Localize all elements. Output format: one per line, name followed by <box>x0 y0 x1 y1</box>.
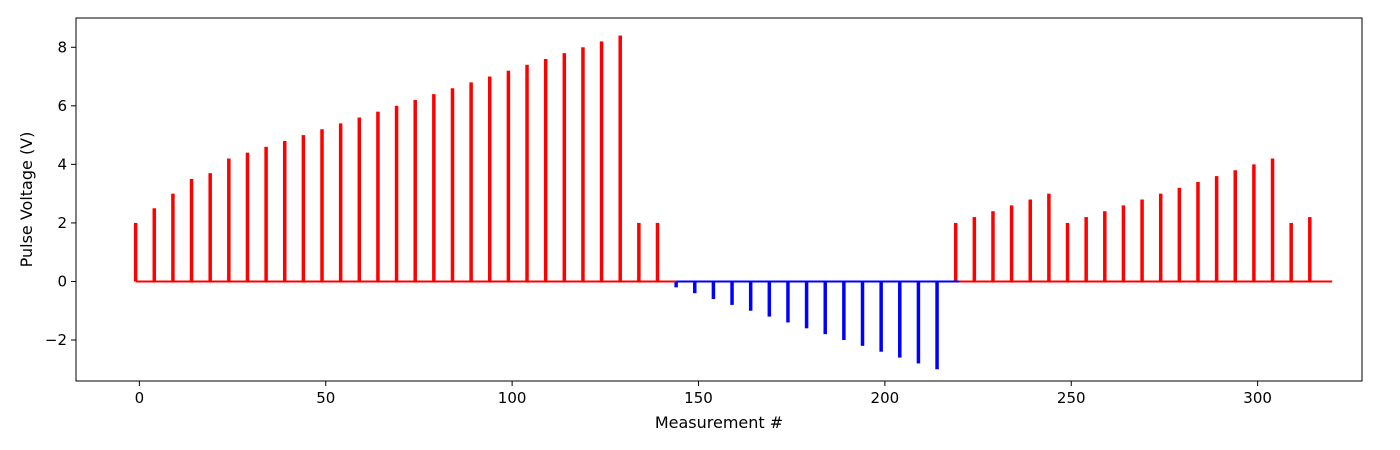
x-tick-label: 250 <box>1057 389 1086 407</box>
pulse-stem <box>450 88 455 282</box>
pulse-stem <box>1009 205 1014 282</box>
pulse-stem <box>581 47 585 282</box>
pulse-stem <box>189 179 194 282</box>
pulse-stem <box>637 222 641 282</box>
pulse-stem <box>953 222 958 282</box>
pulse-stem <box>338 123 343 282</box>
pulse-stem <box>282 140 287 282</box>
pulse-stem <box>394 105 399 282</box>
x-tick-label: 150 <box>684 389 713 407</box>
pulse-stem <box>599 41 604 282</box>
pulse-stem <box>264 146 268 282</box>
pulse-stem <box>1158 193 1163 282</box>
pulse-stem <box>208 173 212 282</box>
pulse-stem <box>525 64 529 282</box>
pulse-stem <box>245 152 250 282</box>
x-tick-label: 300 <box>1243 389 1272 407</box>
pulse-stem <box>1047 193 1051 282</box>
y-tick-label: 0 <box>57 272 67 290</box>
y-tick-label: −2 <box>45 331 67 349</box>
pulse-stem <box>1270 158 1275 282</box>
y-tick-label: 4 <box>57 155 67 173</box>
pulse-stem <box>972 217 977 282</box>
y-axis-title: Pulse Voltage (V) <box>17 132 36 268</box>
pulse-stem <box>1121 205 1126 282</box>
pulse-stem <box>1065 222 1070 282</box>
pulse-stem <box>804 281 809 329</box>
pulse-stem <box>543 58 548 282</box>
pulse-stem <box>1140 199 1144 282</box>
pulse-stem <box>413 99 417 282</box>
x-axis-title: Measurement # <box>655 413 783 432</box>
pulse-stem <box>655 222 660 282</box>
pulse-stem <box>1308 217 1312 282</box>
pulse-stem <box>748 281 753 311</box>
pulse-stem <box>1177 187 1182 282</box>
pulse-stem <box>376 111 380 282</box>
pulse-stem <box>469 82 473 282</box>
pulse-stem <box>935 281 939 370</box>
x-tick-label: 100 <box>498 389 527 407</box>
pulse-stem <box>562 53 567 282</box>
pulse-stem <box>767 281 772 317</box>
plot-frame <box>75 17 1363 382</box>
pulse-stem <box>786 281 790 323</box>
pulse-stem <box>674 281 678 288</box>
stems-layer <box>133 35 1312 370</box>
pulse-stem <box>860 281 865 346</box>
pulse-stem <box>1028 199 1032 282</box>
pulse-stem <box>730 281 734 305</box>
pulse-stem <box>916 281 921 364</box>
pulse-stem <box>1233 170 1238 282</box>
y-tick-label: 2 <box>57 214 67 232</box>
pulse-stem <box>357 117 362 282</box>
pulse-stem <box>1214 176 1219 282</box>
pulse-stem <box>842 281 846 341</box>
y-axis-ticks: −2 0 2 4 6 8 <box>45 38 76 349</box>
y-tick-label: 6 <box>57 97 67 115</box>
pulse-stem <box>301 135 306 282</box>
pulse-stem <box>1289 222 1293 282</box>
pulse-stem <box>618 35 622 282</box>
pulse-stem <box>133 222 138 282</box>
pulse-stem <box>506 70 511 282</box>
pulse-stem <box>823 281 827 335</box>
pulse-stem <box>1196 181 1200 282</box>
pulse-stem <box>227 158 231 282</box>
pulse-stem <box>879 281 883 352</box>
x-tick-label: 200 <box>871 389 900 407</box>
pulse-stem <box>171 193 175 282</box>
y-tick-label: 8 <box>57 38 67 56</box>
pulse-stem <box>488 76 492 282</box>
pulse-stem <box>320 129 324 282</box>
pulse-stem <box>1252 164 1256 282</box>
pulse-stem <box>152 208 157 282</box>
pulse-stem <box>898 281 902 358</box>
pulse-stem <box>432 94 436 282</box>
pulse-stem <box>1084 217 1088 282</box>
pulse-stem <box>1103 211 1107 282</box>
pulse-stem <box>991 211 995 282</box>
pulse-stem <box>711 281 716 300</box>
x-axis-ticks: 0 50 100 150 200 250 300 <box>135 381 1272 407</box>
pulse-stem <box>693 281 697 294</box>
x-tick-label: 0 <box>135 389 145 407</box>
x-tick-label: 50 <box>316 389 335 407</box>
